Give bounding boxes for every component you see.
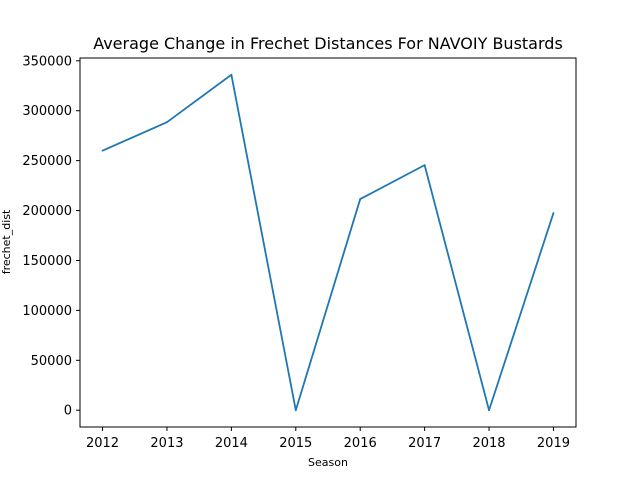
y-tick-label: 350000 [22,54,72,69]
plot-frame [79,57,577,428]
x-tick-label: 2013 [150,436,183,451]
x-tick-label: 2012 [86,436,119,451]
y-axis-label: frechet_dist [0,209,13,274]
data-point-2017 [423,164,426,167]
x-tick-label: 2016 [344,436,377,451]
x-axis-ticks: 2012 2013 2014 2015 2016 2017 2018 2019 [86,427,570,451]
y-tick-label: 50000 [31,354,72,369]
data-point-2016 [359,198,362,200]
x-tick-label: 2018 [472,436,505,451]
series-line-0 [102,73,555,412]
data-point-2015 [294,409,297,412]
x-tick-label: 2019 [537,436,570,451]
chart-title: Average Change in Frechet Distances For … [93,34,563,53]
x-axis-label: Season [308,456,348,469]
x-tick-label: 2017 [408,436,441,451]
y-tick-label: 100000 [22,304,72,319]
y-tick-label: 300000 [22,104,72,119]
plot-series [101,73,555,412]
data-point-2019 [552,212,555,214]
data-point-2014 [230,73,233,76]
y-axis-ticks: 0 50000 100000 150000 200000 250000 300000 3500… [22,54,80,419]
data-point-2018 [488,409,490,412]
data-point-2013 [166,121,168,124]
y-tick-label: 0 [64,404,72,419]
data-point-2012 [101,149,104,152]
y-tick-label: 150000 [22,254,72,269]
y-tick-label: 200000 [22,204,72,219]
x-tick-label: 2014 [215,436,248,451]
x-tick-label: 2015 [279,436,312,451]
y-tick-label: 250000 [22,154,72,169]
